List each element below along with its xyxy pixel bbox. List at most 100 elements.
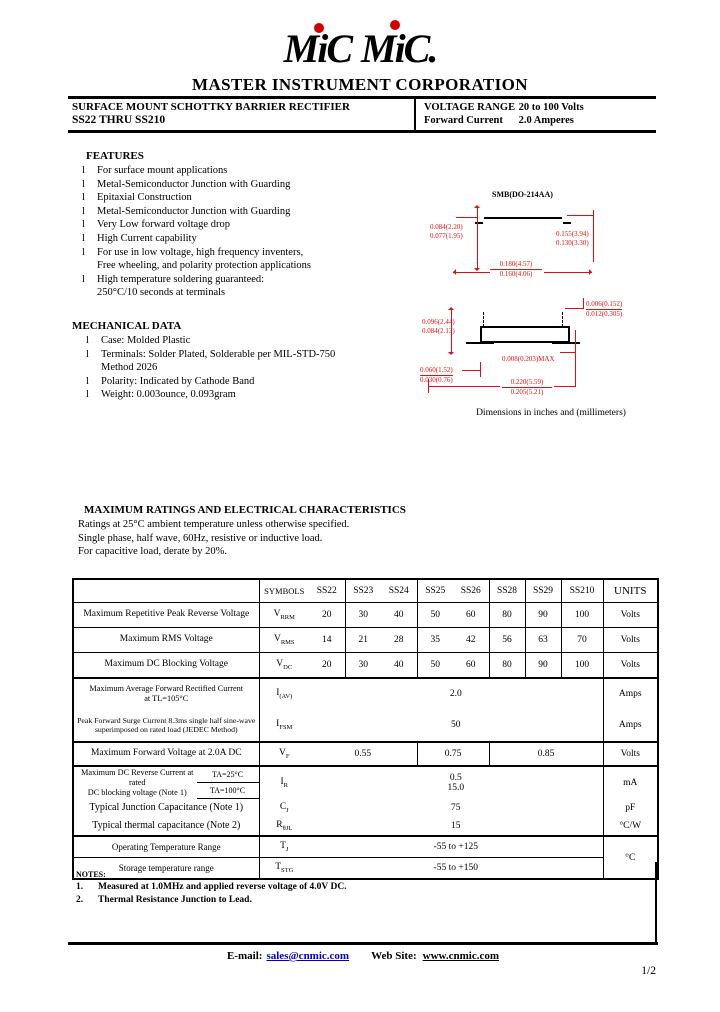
dim-lead-thickness-max: 0.012(0.305) [586,310,623,318]
body-side-outline [480,326,570,343]
dim-body-width-min: 0.130(3.30) [556,239,589,247]
feature-text: Free wheeling, and polarity protection a… [97,260,312,272]
row-value: 14 [309,627,345,653]
logo-red-dot-icon [389,20,400,30]
row-unit: Amps [602,709,658,743]
bullet: l [86,335,89,346]
dim-line [565,308,583,309]
dim-height-min: 0.084(2.13) [422,327,455,335]
bullet: l [82,165,85,176]
row-value: 56 [488,627,525,653]
column-header: SS24 [381,579,417,603]
notes-heading: NOTES: [76,870,106,879]
column-header: SS25 [416,579,453,603]
row-value: 60 [453,602,489,628]
bullet: l [82,192,85,204]
table-row: Storage temperature range TSTG -55 to +1… [73,857,658,879]
row-label: Typical thermal capacitance (Note 2) [73,817,260,837]
dim-body-length-max: 0.180(4.57) [490,260,542,270]
table-header-row: SYMBOLS SS22 SS23 SS24 SS25 SS26 SS28 SS… [73,579,658,603]
mechanical-text: Method 2026 [101,362,158,374]
bullet: l [82,219,85,231]
row-symbol: VRMS [259,627,309,653]
body-corner-tick [475,222,483,224]
dim-overall-length-min: 0.205(5.21) [510,388,544,396]
row-value: 0.75 [416,742,489,767]
row-value: 15 [309,817,603,837]
company-logo: MiC MiC. [0,20,720,71]
row-symbol: RθJL [259,817,309,837]
note-text: Measured at 1.0MHz and applied reverse v… [98,882,347,892]
ratings-line: Single phase, half wave, 60Hz, resistive… [78,532,323,544]
row-value: 80 [488,652,525,679]
list-item: l Very Low forward voltage drop [80,218,428,232]
voltage-range-label: VOLTAGE RANGE [424,102,516,113]
row-value: 75 [451,803,461,813]
mechanical-text: Polarity: Indicated by Cathode Band [101,375,255,387]
dim-lead-width-max: 0.084(2.20) [430,223,463,231]
footer-contact: E-mail: sales@cnmic.com Web Site: www.cnmic… [68,950,658,962]
column-header: SYMBOLS [259,579,309,603]
package-diagram: SMB(DO-214AA) 0.084(2.20) 0.077(1.95) 0.… [420,190,682,426]
note-item: 2. Thermal Resistance Junction to Lead. [76,894,636,907]
row-value: 40 [381,602,417,628]
column-header: SS22 [309,579,345,603]
mechanical-list: l Case: Molded Plastic l Terminals: Solder… [72,334,428,402]
title-band-right: VOLTAGE RANGE 20 to 100 Volts Forward Cu… [414,99,656,130]
dimension-caption: Dimensions in inches and (millimeters) [476,408,626,418]
feature-text: High temperature soldering guaranteed: [97,273,265,285]
table-row: Maximum DC Reverse Current at rated DC b… [73,766,658,799]
list-item: l For surface mount applications [80,164,428,178]
mechanical-heading: MECHANICAL DATA [72,320,182,332]
dim-line [583,298,584,309]
bullet: l [86,389,89,401]
mechanical-text: Terminals: Solder Plated, Solderable per… [101,348,336,360]
table-row: Maximum Repetitive Peak Reverse Voltage … [73,602,658,628]
ratings-line: For capacitive load, derate by 20%. [78,546,227,557]
row-value: 90 [524,602,561,628]
row-value: 20 [309,602,345,628]
lead-left [466,342,494,344]
dim-line [554,386,576,387]
row-value: 21 [344,627,381,653]
row-symbol: VDC [259,652,309,679]
dim-line [453,272,490,273]
notes-right-border [655,862,657,944]
dim-line [462,370,480,371]
list-item: l High Current capability [80,232,428,246]
row-value: 100 [560,652,603,679]
row-label: Typical Junction Capacitance (Note 1) [73,799,260,817]
list-item: l Polarity: Indicated by Cathode Band [84,375,428,389]
email-link[interactable]: sales@cnmic.com [266,950,350,962]
column-header: SS210 [560,579,603,603]
dim-line [456,217,477,218]
row-value: 2.0 [449,689,462,699]
forward-current-row: Forward Current 2.0 Amperes [424,114,652,127]
row-value: 100 [560,602,603,628]
feature-text: Epitaxial Construction [97,192,192,204]
logo-word-2: MiC. [361,26,438,71]
row-symbol: TSTG [275,862,294,874]
dim-arrow [589,269,595,275]
table-row: Maximum RMS Voltage VRMS 14 21 28 35 42 … [73,627,658,653]
row-symbol: I(AV) [276,688,293,700]
features-list: l For surface mount applications l Metal-S… [80,164,428,300]
ratings-conditions: Ratings at 25°C ambient temperature unle… [78,518,349,559]
website-link[interactable]: www.cnmic.com [422,950,499,962]
dim-line [575,330,576,386]
row-value: 30 [344,602,381,628]
row-label: Maximum Forward Voltage at 2.0A DC [73,742,260,767]
row-label: Maximum Repetitive Peak Reverse Voltage [73,602,260,628]
note-item: 1. Measured at 1.0MHz and applied revers… [76,881,636,894]
condition-value: TA=100°C [196,783,259,799]
forward-current-value: 2.0 Amperes [518,115,574,126]
row-value: 0.85 [488,742,603,767]
row-value: 40 [381,652,417,679]
forward-current-label: Forward Current [424,115,503,126]
row-value: 80 [488,602,525,628]
dim-line [560,352,575,353]
dim-lead-thickness-min: 0.006(0.152) [586,300,623,310]
table-row: Peak Forward Surge Current 8.3ms single … [73,709,658,743]
row-value: 42 [453,627,489,653]
